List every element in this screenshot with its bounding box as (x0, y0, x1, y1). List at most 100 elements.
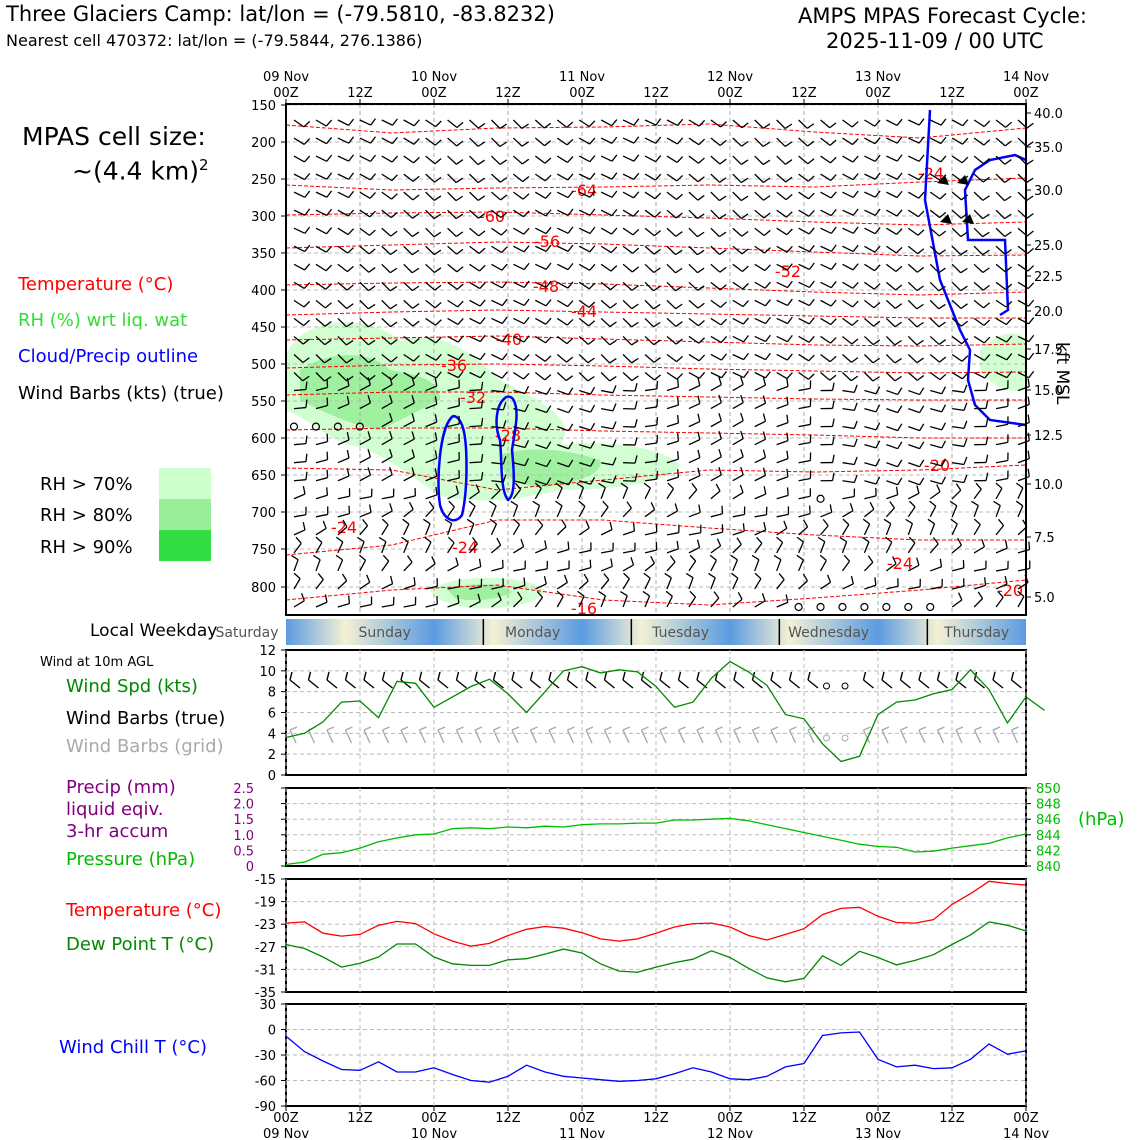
wind-barb (293, 245, 306, 253)
wind-barb (798, 580, 808, 590)
wind-barb-feather (963, 456, 968, 465)
wind-barb-feather (305, 435, 308, 444)
wind-barb (535, 209, 547, 217)
wind-barb-feather (510, 500, 518, 507)
wind-barb (622, 487, 629, 500)
wind-barb-feather (874, 137, 881, 145)
wind-barb-feather (960, 212, 968, 219)
wind-barb-feather (831, 472, 835, 481)
wind-barb (732, 335, 744, 343)
wind-barb-feather (611, 190, 618, 198)
wind-barb (469, 227, 480, 237)
wind-barb-feather (867, 555, 874, 563)
wind-barb (490, 505, 497, 518)
wind-barb (688, 317, 699, 327)
wind-barb-feather (697, 285, 705, 291)
wind-barb (798, 541, 805, 554)
wind-barb (732, 353, 744, 361)
wind-barb-feather (322, 520, 327, 529)
wind-barb (447, 317, 459, 325)
wind-barb (293, 353, 304, 363)
wind-barb-feather (545, 209, 552, 217)
wind-barb-feather (653, 321, 661, 328)
wind-barb (644, 406, 658, 410)
calm-marker (838, 602, 847, 612)
wind-barb (381, 604, 394, 608)
wind-barb-feather (633, 191, 640, 199)
wind-barb (710, 597, 720, 608)
wind-barb (951, 599, 963, 608)
wind-barb-feather (522, 158, 530, 165)
wind-barb-feather (620, 482, 628, 489)
wind-barb-feather (718, 394, 722, 403)
wind-barb (995, 227, 1006, 237)
wind-barb-feather (874, 264, 881, 272)
grid-barb (770, 729, 778, 744)
wind-barb (798, 459, 811, 464)
wind-barb-feather (587, 357, 595, 364)
wind-barb (490, 137, 501, 147)
wind-barb-feather (730, 554, 738, 561)
wind-barb-feather (367, 395, 372, 404)
true-barb (308, 679, 319, 689)
wind-barb-feather (917, 229, 925, 236)
wind-barb (512, 173, 524, 183)
wind-barb (776, 263, 788, 271)
wind-barb (315, 494, 328, 500)
wind-barb (666, 227, 677, 237)
wind-barb (556, 227, 569, 234)
wind-barb (644, 191, 656, 200)
wind-barb-feather (957, 537, 963, 546)
wind-barb-feather (566, 319, 574, 326)
true-barb (918, 679, 930, 689)
wind-barb (622, 595, 628, 608)
wind-barb-feather (918, 191, 925, 199)
y-tick-label: 0 (246, 860, 254, 875)
wind-barb (864, 444, 877, 449)
isotherm (285, 519, 1026, 556)
wind-barb-feather (633, 154, 640, 162)
true-barb (530, 679, 541, 689)
wind-barb (601, 462, 614, 466)
wind-barb (1017, 567, 1030, 572)
wind-barb (425, 335, 437, 344)
wind-barb (512, 505, 519, 518)
wind-barb-feather (875, 422, 881, 431)
wind-barb (293, 514, 306, 518)
wind-barb (842, 227, 854, 234)
wind-barb-feather (653, 374, 661, 381)
wind-barb (907, 317, 918, 328)
wind-barb-feather (305, 453, 308, 462)
wind-barb-feather (456, 140, 464, 147)
wind-barb-feather (784, 123, 793, 130)
wind-barb (622, 227, 634, 236)
cell-size-exponent: 2 (199, 156, 209, 174)
wind-barb (929, 281, 940, 292)
wind-barb (600, 579, 610, 590)
wind-barb-feather (669, 555, 676, 563)
wind-barb-feather (982, 249, 990, 256)
wind-barb (798, 353, 810, 362)
wind-barb (886, 585, 899, 590)
wind-barb (513, 567, 526, 572)
true-barb (548, 679, 560, 689)
wind-barb (644, 209, 656, 218)
wind-barb-feather (457, 594, 460, 604)
wind-barb (513, 389, 526, 395)
wind-barb (556, 173, 569, 181)
wind-barb (293, 461, 307, 464)
isotherm-label: -20 (997, 581, 1023, 600)
wind-barb-feather (477, 122, 486, 129)
wind-barb (688, 371, 700, 379)
wind-barb-feather (524, 440, 530, 448)
wind-barb (995, 119, 1006, 128)
wind-barb-feather (919, 423, 925, 431)
true-barb-feather (437, 671, 441, 681)
grid-barb (714, 729, 723, 744)
wind-barb (359, 263, 370, 273)
wind-barb-feather (566, 156, 574, 163)
wind-barb-feather (961, 137, 969, 145)
wind-barb (995, 583, 1008, 590)
wind-barb (776, 494, 789, 500)
wind-barb-feather (603, 573, 610, 581)
